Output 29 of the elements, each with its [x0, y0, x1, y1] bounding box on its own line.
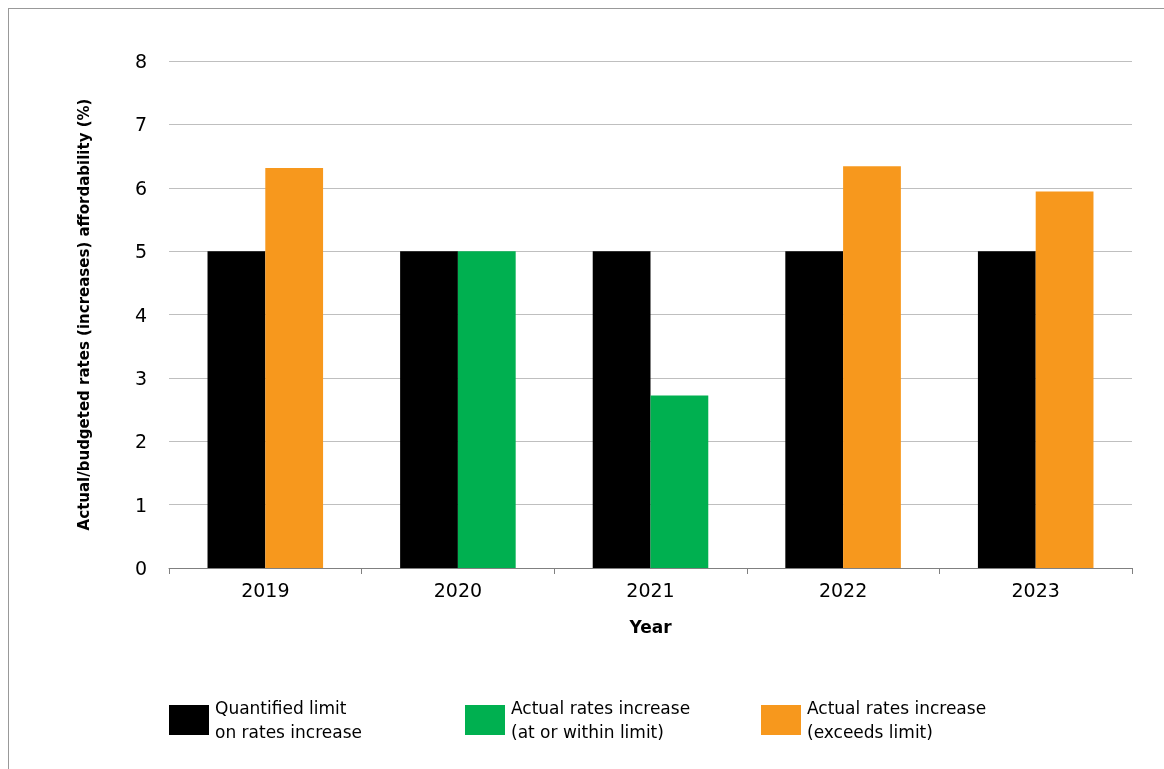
- y-tick-label: 7: [134, 113, 147, 136]
- x-tick-label: 2021: [626, 578, 675, 601]
- x-tick-label: 2023: [1011, 578, 1060, 601]
- legend-label: Actual rates increase (at or within limit): [511, 697, 692, 744]
- y-tick-label: 4: [134, 303, 147, 326]
- bar: [592, 251, 651, 568]
- x-tick-label: 2019: [241, 578, 290, 601]
- bar: [207, 251, 266, 568]
- x-axis-title: Year: [628, 616, 673, 637]
- bar: [265, 168, 324, 568]
- x-tick-label: 2020: [433, 578, 483, 601]
- y-axis-title: Actual/budgeted rates (increases) affordability (%): [74, 98, 93, 531]
- y-tick-label: 3: [134, 366, 147, 389]
- bar: [650, 395, 709, 568]
- bar: [400, 251, 458, 568]
- y-tick-label: 0: [134, 557, 147, 579]
- bar: [457, 251, 516, 568]
- y-tick-label: 8: [134, 50, 147, 72]
- y-tick-label: 2: [134, 430, 147, 453]
- legend-label: Actual rates increase (exceeds limit): [807, 697, 988, 744]
- y-tick-label: 5: [134, 240, 147, 263]
- x-tick-label: 2022: [818, 578, 868, 601]
- legend-label: Quantified limit on rates increase: [215, 697, 364, 744]
- y-tick-label: 6: [134, 176, 147, 199]
- bar: [977, 251, 1036, 568]
- bar: [843, 166, 901, 568]
- y-tick-label: 1: [134, 493, 147, 516]
- bar: [785, 251, 844, 568]
- bar: [1035, 191, 1094, 568]
